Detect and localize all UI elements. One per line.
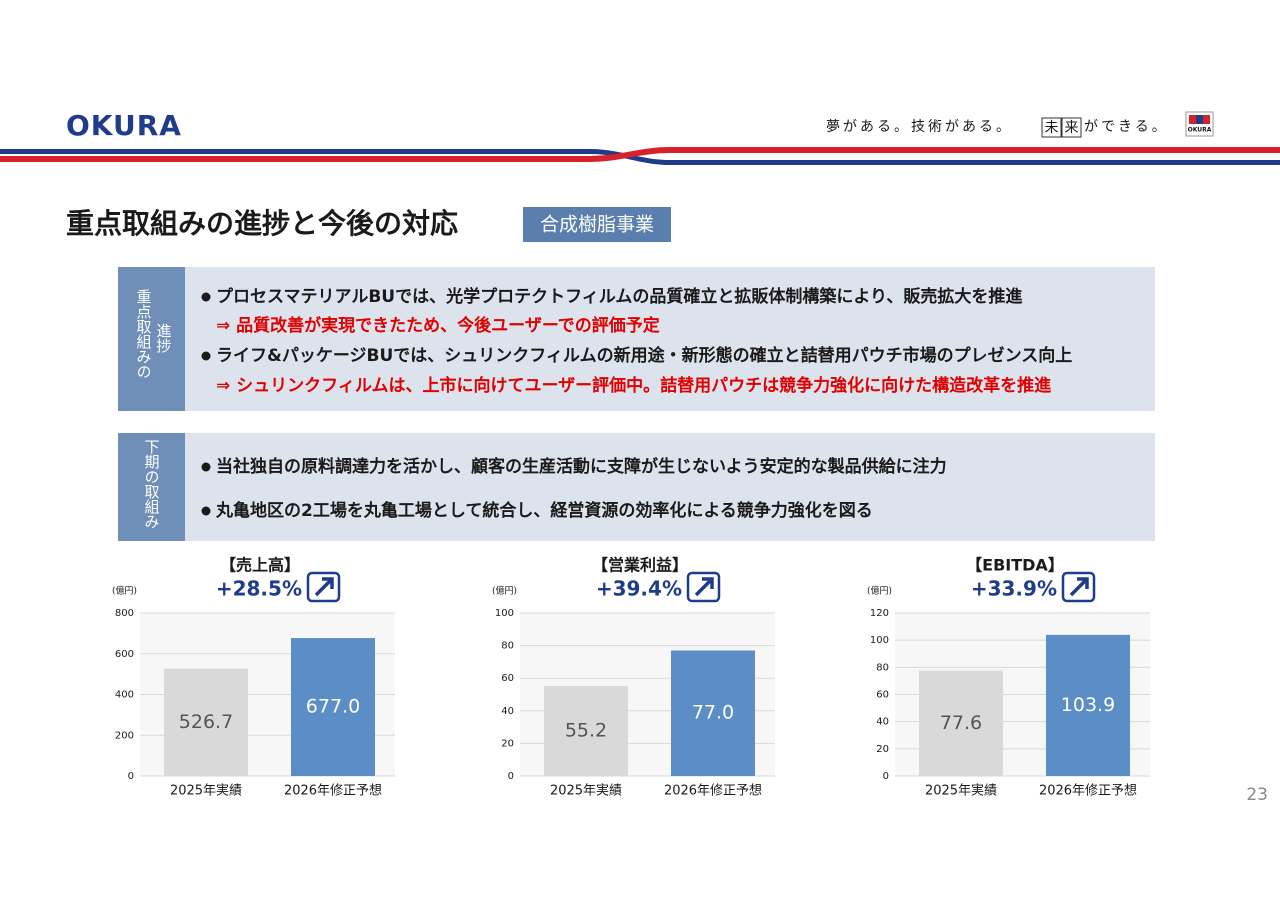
tag-box bbox=[523, 207, 671, 242]
section-item: ⇒ 品質改善が実現できたため、今後ユーザーでの評価予定 bbox=[216, 315, 660, 336]
section-label: 下期の取組み bbox=[143, 439, 161, 529]
y-tick-label: 80 bbox=[501, 641, 514, 652]
tag: 合成樹脂事業 bbox=[540, 214, 654, 236]
y-tick-label: 0 bbox=[508, 771, 514, 782]
chart-growth: +39.4% bbox=[596, 577, 682, 601]
chart-growth: +28.5% bbox=[216, 577, 302, 601]
tagline-box bbox=[1041, 117, 1062, 138]
stripe-blue bbox=[0, 149, 1280, 165]
chart-title: 【売上高】 bbox=[220, 556, 300, 575]
value-label: 677.0 bbox=[306, 696, 360, 718]
y-tick-label: 80 bbox=[876, 662, 889, 673]
bullet bbox=[201, 351, 211, 361]
section-label: 進捗 bbox=[155, 323, 173, 354]
tagline: 未 bbox=[1045, 120, 1059, 136]
tagline: ができる。 bbox=[1084, 119, 1169, 135]
bar bbox=[919, 670, 1003, 776]
y-tick-label: 800 bbox=[115, 608, 134, 619]
x-tick-label: 2026年修正予想 bbox=[284, 783, 382, 799]
section-label-band bbox=[118, 433, 185, 541]
tagline-box bbox=[1061, 117, 1082, 138]
chart-title: 【営業利益】 bbox=[592, 556, 688, 575]
section-label-band bbox=[118, 267, 185, 411]
y-axis-label: (億円) bbox=[867, 585, 892, 597]
logo: OKURA bbox=[66, 109, 182, 142]
value-label: 103.9 bbox=[1061, 694, 1115, 716]
badge-mark bbox=[1196, 115, 1203, 124]
x-tick-label: 2025年実績 bbox=[170, 783, 242, 799]
bar bbox=[544, 686, 628, 776]
growth-arrow bbox=[694, 577, 714, 597]
x-tick-label: 2025年実績 bbox=[925, 783, 997, 799]
bar bbox=[291, 638, 375, 776]
bar bbox=[1046, 634, 1130, 776]
value-label: 526.7 bbox=[179, 711, 233, 733]
x-tick-label: 2026年修正予想 bbox=[664, 783, 762, 799]
badge-mark bbox=[1203, 115, 1210, 124]
page-title: 重点取組みの進捗と今後の対応 bbox=[66, 207, 458, 240]
bar bbox=[671, 650, 755, 776]
y-tick-label: 400 bbox=[115, 690, 134, 701]
growth-arrow bbox=[314, 577, 334, 597]
x-tick-label: 2025年実績 bbox=[550, 783, 622, 799]
bullet bbox=[201, 506, 211, 516]
y-tick-label: 200 bbox=[115, 730, 134, 741]
y-tick-label: 0 bbox=[128, 771, 134, 782]
x-tick-label: 2026年修正予想 bbox=[1039, 783, 1137, 799]
badge-text: OKURA bbox=[1188, 127, 1212, 134]
section-item: ⇒ シュリンクフィルムは、上市に向けてユーザー評価中。詰替用パウチは競争力強化に… bbox=[216, 375, 1051, 396]
y-tick-label: 60 bbox=[876, 690, 889, 701]
y-tick-label: 20 bbox=[501, 738, 514, 749]
growth-arrow bbox=[1069, 577, 1089, 597]
bullet bbox=[201, 462, 211, 472]
y-tick-label: 40 bbox=[501, 706, 514, 717]
y-tick-label: 40 bbox=[876, 717, 889, 728]
y-axis-label: (億円) bbox=[112, 585, 137, 597]
y-tick-label: 100 bbox=[870, 635, 889, 646]
section-body bbox=[185, 267, 1155, 411]
tagline: 来 bbox=[1065, 120, 1079, 136]
bar bbox=[164, 668, 248, 776]
section-label: 重点取組みの bbox=[135, 289, 153, 379]
chart-growth: +33.9% bbox=[971, 577, 1057, 601]
y-tick-label: 600 bbox=[115, 649, 134, 660]
y-tick-label: 0 bbox=[883, 771, 889, 782]
stripe-red bbox=[0, 147, 1280, 162]
tagline: 夢がある。技術がある。 bbox=[826, 119, 1013, 135]
chart-title: 【EBITDA】 bbox=[966, 556, 1064, 575]
y-tick-label: 120 bbox=[870, 608, 889, 619]
y-axis-label: (億円) bbox=[492, 585, 517, 597]
value-label: 55.2 bbox=[565, 720, 607, 742]
section-item: ライフ&パッケージBUでは、シュリンクフィルムの新用途・新形態の確立と詰替用パウ… bbox=[216, 345, 1072, 366]
y-tick-label: 100 bbox=[495, 608, 514, 619]
bullet bbox=[201, 292, 211, 302]
value-label: 77.6 bbox=[940, 712, 982, 734]
section-body bbox=[185, 433, 1155, 541]
y-tick-label: 20 bbox=[876, 744, 889, 755]
section-item: プロセスマテリアルBUでは、光学プロテクトフィルムの品質確立と拡販体制構築により… bbox=[216, 286, 1022, 307]
section-item: 当社独自の原料調達力を活かし、顧客の生産活動に支障が生じないよう安定的な製品供給… bbox=[216, 456, 947, 477]
value-label: 77.0 bbox=[692, 702, 734, 724]
page-number: 23 bbox=[1246, 785, 1268, 805]
badge-mark bbox=[1189, 115, 1196, 124]
y-tick-label: 60 bbox=[501, 673, 514, 684]
section-item: 丸亀地区の2工場を丸亀工場として統合し、経営資源の効率化による競争力強化を図る bbox=[215, 500, 873, 521]
